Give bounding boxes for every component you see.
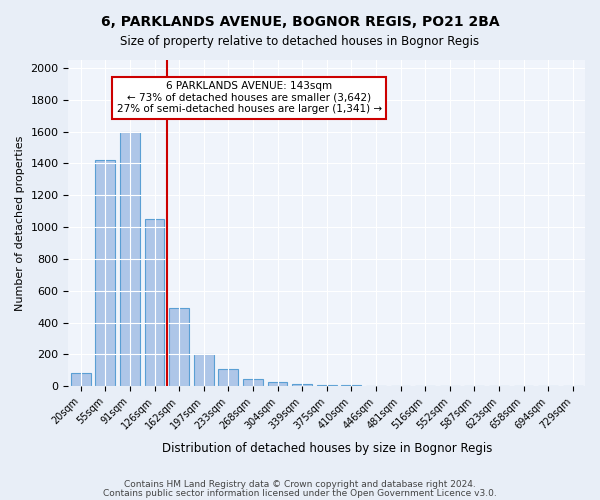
Text: Contains public sector information licensed under the Open Government Licence v3: Contains public sector information licen… bbox=[103, 488, 497, 498]
Bar bbox=[268, 382, 287, 386]
Text: Size of property relative to detached houses in Bognor Regis: Size of property relative to detached ho… bbox=[121, 35, 479, 48]
Bar bbox=[317, 384, 337, 386]
Bar bbox=[71, 374, 91, 386]
Bar bbox=[218, 370, 238, 386]
Text: 6 PARKLANDS AVENUE: 143sqm
← 73% of detached houses are smaller (3,642)
27% of s: 6 PARKLANDS AVENUE: 143sqm ← 73% of deta… bbox=[116, 81, 382, 114]
Text: Contains HM Land Registry data © Crown copyright and database right 2024.: Contains HM Land Registry data © Crown c… bbox=[124, 480, 476, 489]
Bar bbox=[194, 354, 214, 386]
Bar bbox=[341, 384, 361, 386]
Bar bbox=[95, 160, 115, 386]
Bar bbox=[145, 219, 164, 386]
Bar bbox=[243, 379, 263, 386]
Y-axis label: Number of detached properties: Number of detached properties bbox=[15, 136, 25, 311]
Bar bbox=[292, 384, 312, 386]
Text: 6, PARKLANDS AVENUE, BOGNOR REGIS, PO21 2BA: 6, PARKLANDS AVENUE, BOGNOR REGIS, PO21 … bbox=[101, 15, 499, 29]
Bar bbox=[120, 132, 140, 386]
X-axis label: Distribution of detached houses by size in Bognor Regis: Distribution of detached houses by size … bbox=[161, 442, 492, 455]
Bar bbox=[169, 308, 189, 386]
